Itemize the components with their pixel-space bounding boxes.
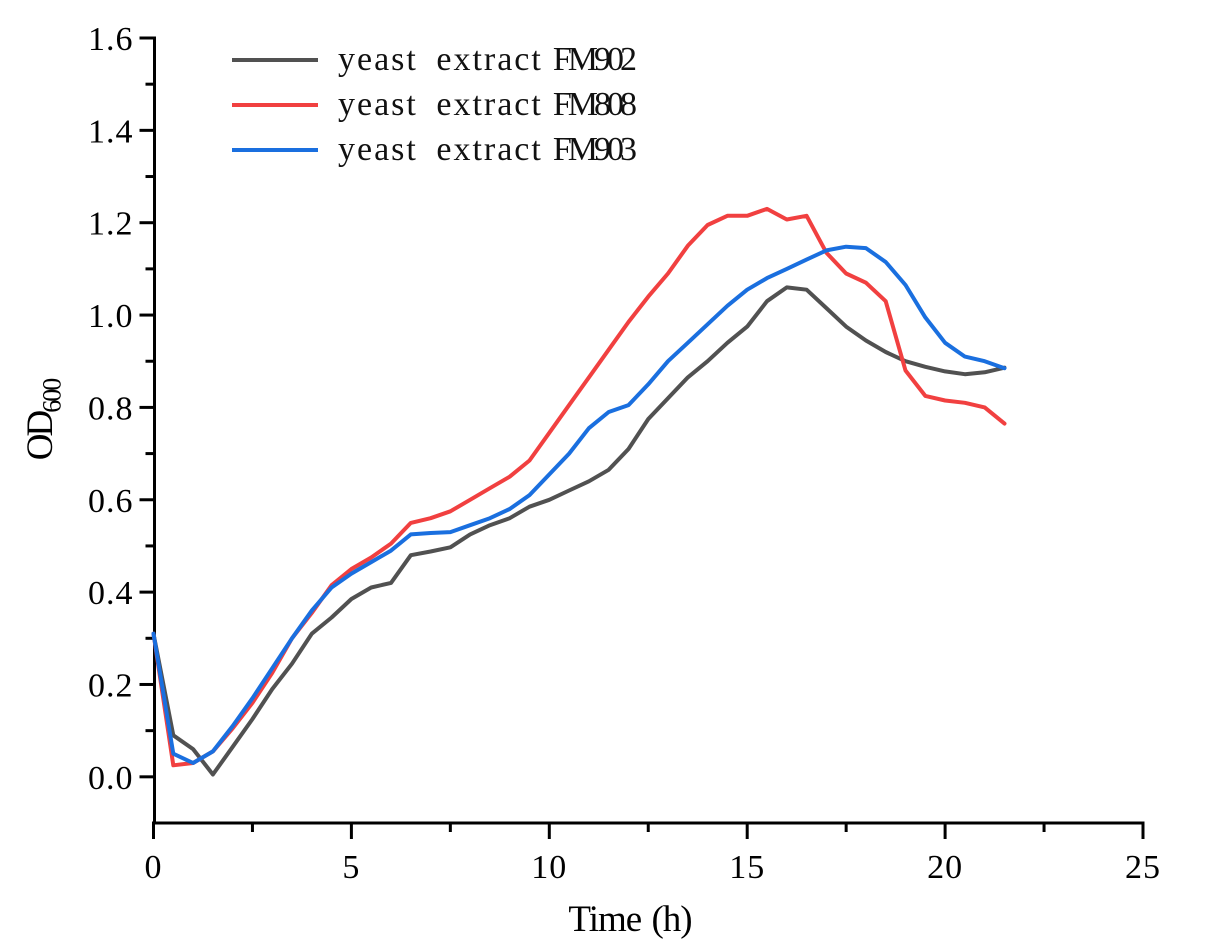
y-axis-title-text: OD [20,412,61,461]
legend-label-code: FM808 [552,85,637,123]
legend-label: yeast extract FM902 [338,40,637,79]
legend-item: yeast extract FM903 [232,127,637,172]
legend-label: yeast extract FM903 [338,130,637,169]
x-tick-label: 5 [342,849,360,886]
x-tick-label: 0 [145,849,163,886]
legend-label: yeast extract FM808 [338,85,637,124]
x-tick-label: 10 [531,849,567,886]
y-tick-label: 0.0 [88,760,134,797]
y-tick-label: 1.4 [88,113,134,150]
legend-line-swatch [232,147,318,152]
series-line-FM903 [151,244,1007,765]
legend-label-text: yeast extract [338,40,543,78]
x-axis-title: Time (h) [568,899,692,940]
legend-line-swatch [232,102,318,107]
legend-item: yeast extract FM902 [232,37,637,82]
y-tick-label: 1.0 [88,298,134,335]
legend-line-swatch [232,57,318,62]
legend-label-text: yeast extract [338,85,543,123]
y-tick-label: 1.2 [88,206,134,243]
y-tick-label: 0.8 [88,390,134,427]
y-tick-label: 0.6 [88,483,134,520]
y-axis-title: OD600 [19,335,67,505]
series-line-FM902 [151,285,1007,777]
y-tick-label: 1.6 [88,21,134,58]
y-axis-title-subscript: 600 [37,379,67,413]
legend-label-text: yeast extract [338,130,543,168]
y-tick-label: 0.2 [88,667,134,704]
legend-item: yeast extract FM808 [232,82,637,127]
x-tick-label: 15 [729,849,765,886]
legend-label-code: FM903 [552,130,637,168]
x-tick-label: 20 [927,849,963,886]
x-tick-label: 25 [1125,849,1161,886]
legend: yeast extract FM902 yeast extract FM808 ye… [232,37,637,172]
legend-label-code: FM902 [552,40,637,78]
y-tick-label: 0.4 [88,575,134,612]
